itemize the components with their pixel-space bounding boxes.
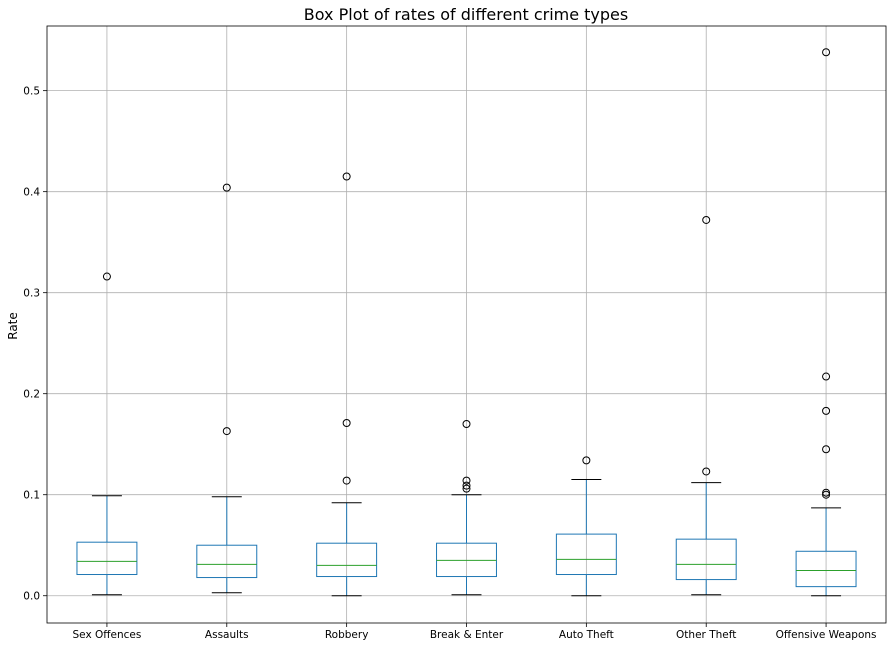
box-group — [555, 456, 617, 597]
y-axis-label: Rate — [6, 312, 20, 340]
x-tick-label: Assaults — [205, 629, 249, 641]
box-group — [76, 272, 138, 596]
outlier-point — [222, 427, 231, 436]
box-iqr — [76, 541, 138, 576]
x-tick-label: Other Theft — [676, 629, 736, 641]
box-iqr — [795, 550, 857, 588]
outlier-point — [702, 215, 711, 224]
x-tick-label: Offensive Weapons — [776, 629, 877, 641]
box-iqr — [436, 542, 497, 578]
outlier-point — [462, 484, 471, 493]
outlier-point — [102, 272, 111, 281]
plot-frame — [46, 25, 887, 624]
outlier-point — [462, 481, 471, 490]
x-tick-label: Robbery — [325, 629, 369, 641]
x-tick-label: Sex Offences — [73, 629, 142, 641]
outlier-point — [582, 456, 591, 465]
outlier-point — [702, 467, 711, 476]
box-iqr — [196, 544, 258, 579]
box-iqr — [675, 538, 737, 581]
box-group — [196, 183, 258, 594]
outlier-point — [462, 476, 471, 485]
outlier-point — [822, 406, 831, 415]
axes: 0.0 0.1 0.2 0.3 0.4 0.5 Sex Offences Assaults Ro… — [23, 25, 887, 641]
box-iqr — [316, 542, 378, 578]
y-tick-label: 0.4 — [23, 187, 40, 199]
outlier-point — [222, 183, 231, 192]
outlier-point — [822, 445, 831, 454]
box-group — [795, 48, 857, 597]
outlier-point — [462, 420, 471, 428]
outlier-point — [822, 490, 831, 499]
outlier-point — [822, 372, 831, 381]
y-tick-label: 0.0 — [23, 591, 40, 603]
box-iqr — [555, 533, 617, 576]
outlier-point — [342, 418, 351, 427]
x-tick-label: Auto Theft — [559, 629, 614, 641]
x-tick-label: Break & Enter — [430, 629, 504, 641]
box-group — [675, 215, 737, 596]
outlier-point — [822, 488, 831, 497]
outlier-point — [822, 48, 831, 57]
boxes — [76, 48, 857, 597]
y-tick-label: 0.5 — [23, 86, 40, 98]
y-tick-label: 0.2 — [23, 389, 40, 401]
outlier-point — [342, 476, 351, 485]
box-group — [316, 172, 378, 597]
outlier-point — [342, 172, 351, 181]
y-tick-label: 0.1 — [23, 490, 40, 502]
chart-title: Box Plot of rates of different crime typ… — [304, 5, 628, 24]
y-tick-label: 0.3 — [23, 288, 40, 300]
box-group — [436, 420, 497, 596]
